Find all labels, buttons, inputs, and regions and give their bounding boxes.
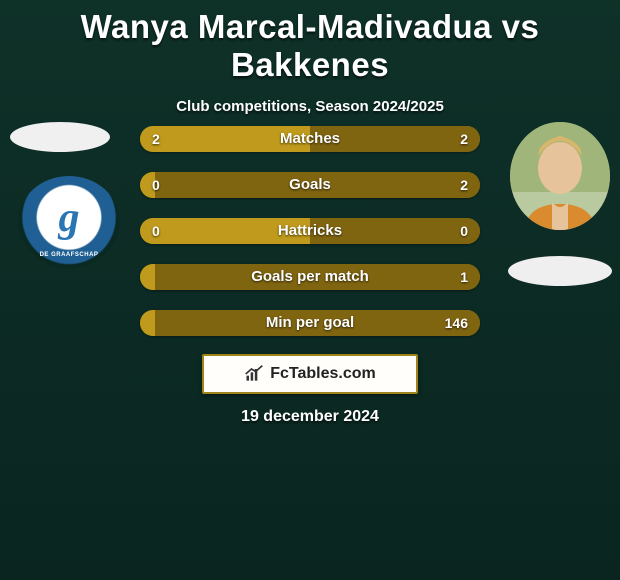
stat-row: 146Min per goal xyxy=(140,310,480,336)
stat-row: 1Goals per match xyxy=(140,264,480,290)
badge-letter: g xyxy=(59,194,80,242)
right-club-badge-placeholder xyxy=(508,256,612,286)
stat-row: 22Matches xyxy=(140,126,480,152)
right-player-avatar xyxy=(510,122,610,230)
page-title: Wanya Marcal-Madivadua vs Bakkenes xyxy=(0,0,620,84)
chart-icon xyxy=(244,364,264,384)
stat-label: Min per goal xyxy=(140,310,480,336)
stat-label: Goals per match xyxy=(140,264,480,290)
badge-text: DE GRAAFSCHAP xyxy=(18,252,120,258)
stat-label: Goals xyxy=(140,172,480,198)
player-photo-icon xyxy=(510,122,610,230)
brand-label: FcTables.com xyxy=(270,365,376,383)
stat-label: Hattricks xyxy=(140,218,480,244)
date-line: 19 december 2024 xyxy=(0,408,620,426)
de-graafschap-badge: g DE GRAAFSCHAP xyxy=(18,176,120,268)
brand-box[interactable]: FcTables.com xyxy=(202,354,418,394)
stat-row: 00Hattricks xyxy=(140,218,480,244)
left-club-badge: g DE GRAAFSCHAP xyxy=(18,176,120,268)
stat-label: Matches xyxy=(140,126,480,152)
comparison-bars: 22Matches 02Goals 00Hattricks 1Goals per ma… xyxy=(140,126,480,356)
stat-row: 02Goals xyxy=(140,172,480,198)
subtitle: Club competitions, Season 2024/2025 xyxy=(0,98,620,115)
left-player-avatar-placeholder xyxy=(10,122,110,152)
